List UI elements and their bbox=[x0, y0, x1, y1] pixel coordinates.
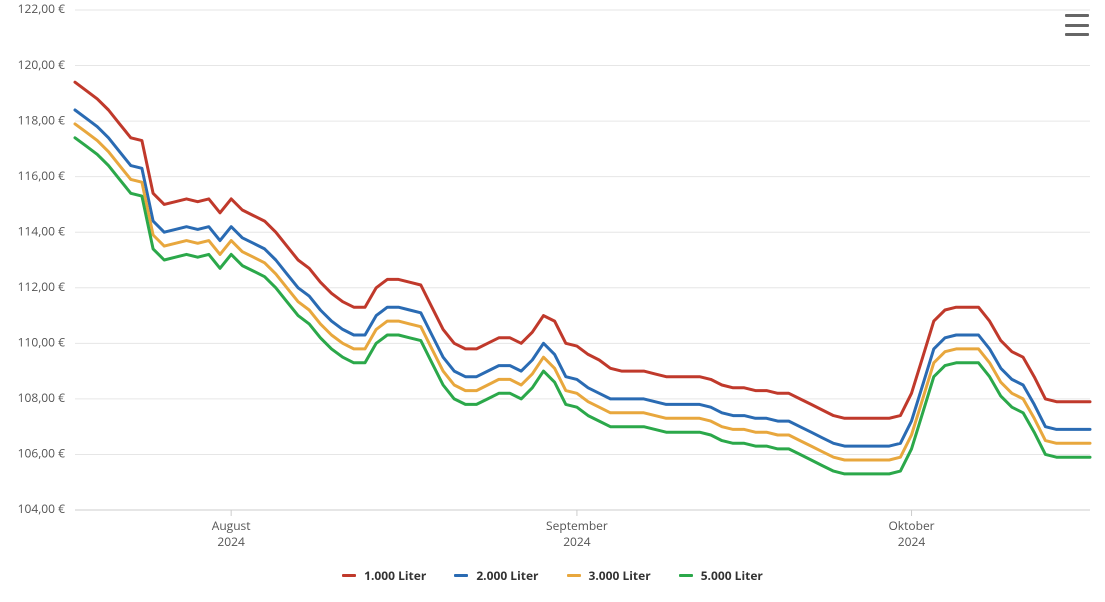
legend-item-3[interactable]: 5.000 Liter bbox=[679, 567, 763, 584]
series-line-3 bbox=[75, 138, 1090, 474]
y-tick-label: 110,00 € bbox=[18, 334, 66, 351]
chart-menu-button[interactable] bbox=[1063, 12, 1091, 38]
y-tick-label: 116,00 € bbox=[18, 167, 66, 184]
y-tick-label: 122,00 € bbox=[18, 0, 66, 17]
y-tick-label: 104,00 € bbox=[18, 500, 66, 517]
legend-label: 5.000 Liter bbox=[701, 567, 763, 584]
y-tick-label: 106,00 € bbox=[18, 445, 66, 462]
y-tick-label: 114,00 € bbox=[18, 222, 66, 239]
legend-label: 2.000 Liter bbox=[476, 567, 538, 584]
x-tick-label: August bbox=[212, 517, 251, 534]
legend-label: 3.000 Liter bbox=[589, 567, 651, 584]
legend-item-2[interactable]: 3.000 Liter bbox=[567, 567, 651, 584]
x-tick-label: 2024 bbox=[898, 533, 926, 550]
legend-swatch bbox=[567, 574, 581, 577]
legend-item-1[interactable]: 2.000 Liter bbox=[454, 567, 538, 584]
hamburger-icon bbox=[1065, 14, 1089, 17]
legend-swatch bbox=[454, 574, 468, 577]
y-tick-label: 118,00 € bbox=[18, 111, 66, 128]
chart-svg: 104,00 € 106,00 € 108,00 € 110,00 € 112,00 €… bbox=[0, 0, 1105, 602]
x-tick-label: 2024 bbox=[563, 533, 591, 550]
legend-swatch bbox=[679, 574, 693, 577]
x-tick-label: Oktober bbox=[888, 517, 934, 534]
legend-item-0[interactable]: 1.000 Liter bbox=[342, 567, 426, 584]
series-line-0 bbox=[75, 82, 1090, 418]
y-tick-label: 108,00 € bbox=[18, 389, 66, 406]
price-chart: 104,00 € 106,00 € 108,00 € 110,00 € 112,00 €… bbox=[0, 0, 1105, 602]
y-tick-label: 112,00 € bbox=[18, 278, 66, 295]
legend-swatch bbox=[342, 574, 356, 577]
legend-label: 1.000 Liter bbox=[364, 567, 426, 584]
x-tick-label: September bbox=[546, 517, 608, 534]
x-tick-label: 2024 bbox=[217, 533, 245, 550]
chart-legend: 1.000 Liter 2.000 Liter 3.000 Liter 5.000 L… bbox=[0, 567, 1105, 584]
y-tick-label: 120,00 € bbox=[18, 56, 66, 73]
